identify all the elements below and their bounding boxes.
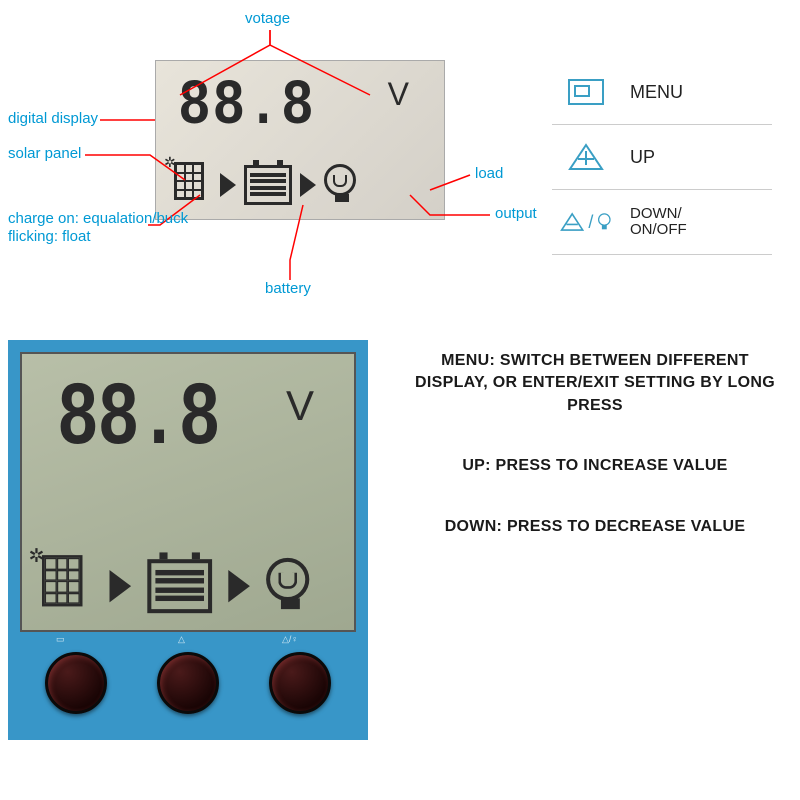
flow-arrow-icon bbox=[300, 173, 316, 197]
instruction-down: DOWN: PRESS TO DECREASE VALUE bbox=[410, 516, 780, 538]
load-bulb-icon bbox=[266, 557, 315, 614]
instruction-up: UP: PRESS TO INCREASE VALUE bbox=[410, 455, 780, 477]
legend-label: DOWN/ ON/OFF bbox=[630, 206, 687, 239]
voltage-unit: V bbox=[388, 76, 409, 113]
legend-row-menu: MENU bbox=[552, 60, 772, 125]
battery-icon bbox=[244, 165, 292, 205]
device-lcd: 88.8 V ✲ bbox=[20, 352, 356, 632]
callout-battery: battery bbox=[265, 280, 311, 297]
down-button[interactable] bbox=[269, 652, 331, 714]
button-legend: MENU UP / DOWN/ ON/OFF bbox=[552, 60, 772, 255]
up-icon bbox=[560, 138, 612, 176]
instructions-panel: MENU: SWITCH BETWEEN DIFFERENT DISPLAY, … bbox=[410, 350, 780, 576]
silk-up-icon: △ bbox=[178, 634, 185, 645]
flow-arrow-icon bbox=[220, 173, 236, 197]
solar-panel-icon: ✲ bbox=[174, 162, 212, 207]
up-button[interactable] bbox=[157, 652, 219, 714]
device-icon-row: ✲ bbox=[42, 555, 315, 616]
status-icon-row: ✲ bbox=[174, 162, 360, 207]
device-photo: 88.8 V ✲ ▭ △ △/♀ bbox=[8, 340, 368, 740]
callout-charge-mode: charge on: equalation/buck flicking: flo… bbox=[8, 210, 188, 246]
instr-label: UP: bbox=[462, 457, 490, 474]
physical-button-bar: ▭ △ △/♀ bbox=[20, 632, 356, 728]
battery-icon bbox=[147, 559, 212, 613]
menu-icon bbox=[560, 73, 612, 111]
down-onoff-icon: / bbox=[560, 203, 612, 241]
callout-load: load bbox=[475, 165, 503, 182]
device-digits: 88.8 bbox=[57, 369, 219, 471]
annotated-diagram: 88.8 V ✲ votage digital display bbox=[0, 0, 800, 310]
bottom-section: 88.8 V ✲ ▭ △ △/♀ bbox=[0, 310, 800, 800]
instruction-menu: MENU: SWITCH BETWEEN DIFFERENT DISPLAY, … bbox=[410, 350, 780, 417]
load-bulb-icon bbox=[324, 164, 360, 206]
instr-label: DOWN: bbox=[445, 518, 502, 535]
silk-down-icon: △/♀ bbox=[282, 634, 298, 645]
voltage-digits: 88.8 bbox=[178, 71, 315, 143]
callout-voltage: votage bbox=[245, 10, 290, 27]
lcd-display-schematic: 88.8 V ✲ bbox=[155, 60, 445, 220]
flow-arrow-icon bbox=[228, 569, 250, 601]
callout-solar-panel: solar panel bbox=[8, 145, 81, 162]
legend-row-down: / DOWN/ ON/OFF bbox=[552, 190, 772, 255]
legend-label: UP bbox=[630, 147, 655, 168]
flow-arrow-icon bbox=[110, 569, 132, 601]
menu-button[interactable] bbox=[45, 652, 107, 714]
silk-menu-icon: ▭ bbox=[56, 634, 65, 645]
instr-text: PRESS TO DECREASE VALUE bbox=[507, 518, 745, 535]
legend-label: MENU bbox=[630, 82, 683, 103]
solar-panel-icon: ✲ bbox=[42, 555, 93, 616]
instr-text: PRESS TO INCREASE VALUE bbox=[496, 457, 728, 474]
callout-output: output bbox=[495, 205, 537, 222]
legend-row-up: UP bbox=[552, 125, 772, 190]
instr-label: MENU: bbox=[441, 352, 495, 369]
device-voltage-unit: V bbox=[286, 382, 314, 430]
callout-digital-display: digital display bbox=[8, 110, 98, 127]
